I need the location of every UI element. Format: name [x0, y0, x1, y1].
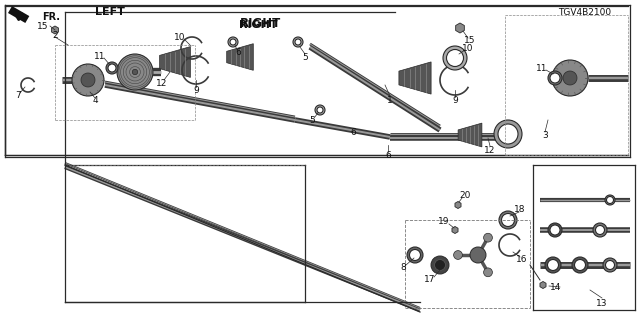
Text: TGV4B2100: TGV4B2100 [559, 7, 612, 17]
Circle shape [603, 258, 617, 272]
Circle shape [552, 60, 588, 96]
Text: 1: 1 [387, 95, 393, 105]
Text: 3: 3 [542, 131, 548, 140]
Circle shape [547, 260, 559, 270]
Circle shape [499, 211, 517, 229]
Text: 9: 9 [193, 85, 199, 94]
Polygon shape [456, 23, 465, 33]
Circle shape [593, 223, 607, 237]
Text: 15: 15 [464, 36, 476, 44]
Circle shape [117, 54, 153, 90]
Circle shape [545, 257, 561, 273]
Circle shape [548, 223, 562, 237]
Circle shape [563, 71, 577, 85]
Circle shape [317, 107, 323, 113]
Circle shape [315, 105, 325, 115]
Polygon shape [458, 123, 482, 147]
Circle shape [572, 257, 588, 273]
Text: 4: 4 [92, 95, 98, 105]
Bar [8, 6, 29, 23]
Text: 13: 13 [596, 299, 608, 308]
Circle shape [550, 73, 560, 83]
Text: 12: 12 [156, 78, 168, 87]
Text: 6: 6 [385, 150, 391, 159]
Text: 6: 6 [235, 47, 241, 57]
Circle shape [484, 268, 492, 277]
Circle shape [108, 64, 116, 72]
Circle shape [443, 46, 467, 70]
Circle shape [550, 225, 560, 235]
Circle shape [81, 73, 95, 87]
Circle shape [132, 69, 138, 75]
Text: 14: 14 [550, 283, 562, 292]
Text: 16: 16 [516, 255, 528, 265]
Text: 10: 10 [462, 44, 474, 52]
Polygon shape [452, 227, 458, 234]
Circle shape [410, 250, 420, 260]
Text: 18: 18 [515, 205, 525, 214]
Circle shape [228, 37, 238, 47]
Circle shape [484, 233, 492, 242]
Text: LEFT: LEFT [95, 7, 125, 17]
Circle shape [595, 226, 605, 235]
Circle shape [575, 260, 586, 270]
Circle shape [447, 50, 463, 67]
Circle shape [295, 39, 301, 45]
Circle shape [498, 124, 518, 144]
Circle shape [230, 39, 236, 45]
Circle shape [106, 62, 118, 74]
Text: 11: 11 [536, 63, 548, 73]
Circle shape [502, 213, 515, 227]
Circle shape [548, 71, 562, 85]
Text: 5: 5 [302, 52, 308, 61]
Polygon shape [455, 202, 461, 209]
Circle shape [605, 195, 615, 205]
Polygon shape [540, 282, 546, 289]
Text: RIGHT: RIGHT [239, 17, 280, 29]
Text: 5: 5 [309, 116, 315, 124]
Text: 7: 7 [15, 91, 21, 100]
Circle shape [494, 120, 522, 148]
Circle shape [454, 251, 463, 260]
Circle shape [407, 247, 423, 263]
Text: 20: 20 [460, 190, 470, 199]
Text: FR.: FR. [42, 12, 60, 22]
Circle shape [431, 256, 449, 274]
Circle shape [293, 37, 303, 47]
Text: 6: 6 [350, 127, 356, 137]
Circle shape [435, 260, 445, 270]
Polygon shape [159, 47, 191, 77]
Text: 19: 19 [438, 218, 450, 227]
Text: 2: 2 [52, 30, 58, 39]
Polygon shape [399, 62, 431, 94]
Text: 8: 8 [400, 263, 406, 273]
Text: 12: 12 [484, 146, 496, 155]
Text: 17: 17 [424, 276, 436, 284]
Text: 15: 15 [37, 21, 49, 30]
Text: 11: 11 [94, 52, 106, 60]
Text: 10: 10 [174, 33, 186, 42]
Circle shape [605, 260, 614, 269]
Polygon shape [227, 44, 253, 70]
Text: 9: 9 [452, 95, 458, 105]
Circle shape [72, 64, 104, 96]
Circle shape [607, 196, 614, 204]
Polygon shape [52, 26, 58, 34]
Text: RIGHT: RIGHT [239, 20, 277, 30]
Circle shape [470, 247, 486, 263]
